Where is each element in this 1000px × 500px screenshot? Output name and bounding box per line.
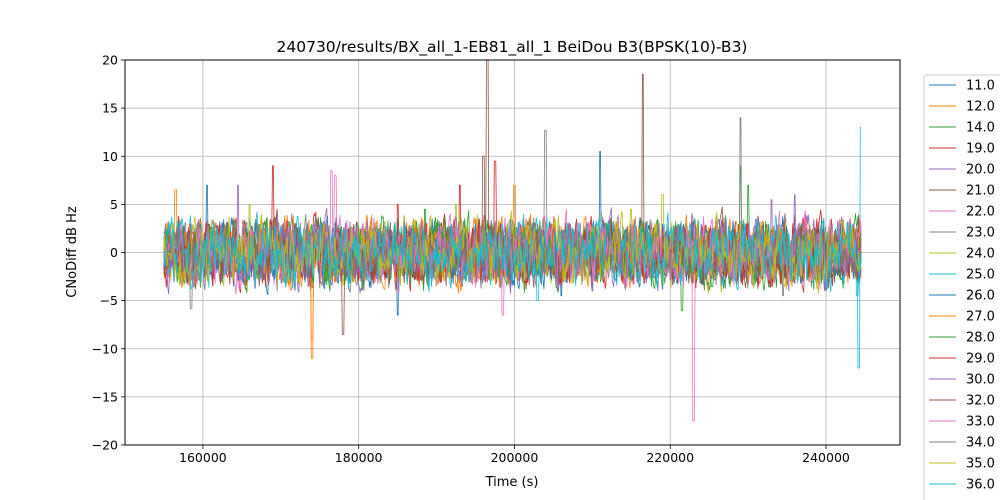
ticks: 160000 180000 200000 220000 240000 −20 −15 −10 −… [92,53,850,466]
legend-label: 14.0 [966,121,995,136]
y-tick-label: −20 [92,438,118,453]
y-tick-label: 0 [110,245,118,260]
legend-label: 30.0 [966,373,995,388]
legend-label: 22.0 [966,205,995,220]
y-axis-label: CNoDiff dB Hz [65,206,80,298]
x-tick-label: 220000 [646,450,694,465]
legend-label: 24.0 [966,247,995,262]
series-line-35-0 [163,203,862,295]
legend-label: 23.0 [966,226,995,241]
series-layer [163,60,862,422]
legend-label: 20.0 [966,163,995,178]
y-tick-label: 15 [102,101,118,116]
legend-label: 27.0 [966,310,995,325]
legend-box [923,74,1000,500]
x-tick-label: 240000 [802,450,850,465]
legend-label: 33.0 [966,415,995,430]
legend-label: 36.0 [966,478,995,493]
x-tick-label: 160000 [179,450,227,465]
x-tick-label: 180000 [335,450,383,465]
legend-label: 12.0 [966,100,995,115]
legend-label: 35.0 [966,457,995,472]
legend: 11.0 12.0 14.0 19.0 20.0 21.0 22.0 23.0 24.0 25.0… [923,74,1000,500]
legend-label: 32.0 [966,394,995,409]
legend-label: 25.0 [966,268,995,283]
y-tick-label: 20 [102,53,118,68]
series-line-36-0 [163,212,862,302]
legend-label: 19.0 [966,142,995,157]
legend-label: 34.0 [966,436,995,451]
x-axis-label: Time (s) [485,475,539,490]
legend-label: 29.0 [966,352,995,367]
y-tick-label: 10 [102,149,118,164]
x-tick-label: 200000 [491,450,539,465]
legend-label: 11.0 [966,79,995,94]
chart-title: 240730/results/BX_all_1-EB81_all_1 BeiDo… [277,38,748,57]
y-tick-label: −5 [100,293,118,308]
legend-label: 28.0 [966,331,995,346]
y-tick-label: 5 [110,197,118,212]
y-tick-label: −15 [92,389,118,404]
legend-label: 26.0 [966,289,995,304]
y-tick-label: −10 [92,341,118,356]
legend-label: 21.0 [966,184,995,199]
